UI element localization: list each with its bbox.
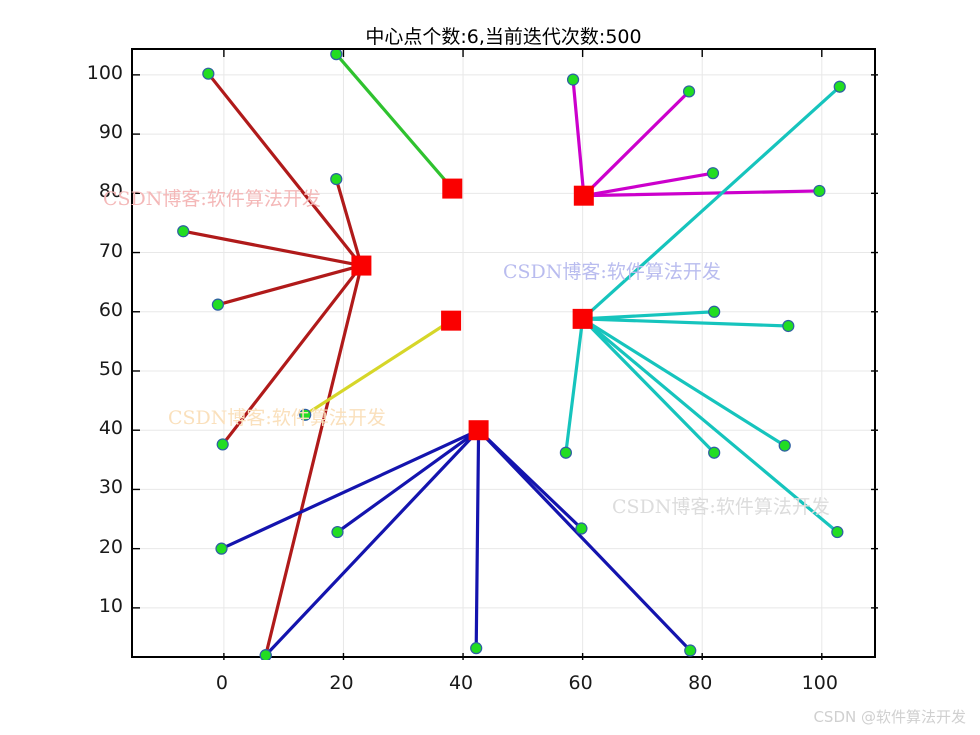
centroid-markers	[351, 178, 594, 441]
data-point-marker	[833, 80, 846, 93]
cluster-link	[181, 229, 364, 268]
cluster-link	[219, 428, 481, 551]
cluster-link	[221, 263, 364, 447]
axis-ticks	[133, 50, 878, 660]
y-tick-label: 70	[98, 239, 123, 262]
data-point-marker	[684, 644, 697, 657]
cluster-link	[303, 319, 453, 417]
y-tick-label: 80	[98, 180, 123, 203]
data-point-marker	[215, 542, 228, 555]
centroid-marker	[573, 185, 594, 206]
data-point-marker	[831, 525, 844, 539]
y-tick-label: 30	[98, 476, 123, 499]
centroid-marker	[441, 310, 462, 331]
data-point-marker	[706, 167, 720, 180]
data-point-marker	[575, 522, 588, 535]
data-point-marker	[682, 85, 696, 98]
data-point-marker	[813, 184, 826, 198]
cluster-link	[581, 310, 716, 321]
cluster-link	[264, 428, 481, 657]
cluster-link	[582, 189, 822, 198]
cluster-links	[181, 52, 842, 657]
data-point-marker	[216, 438, 229, 451]
cluster-link	[474, 428, 481, 650]
cluster-link	[334, 52, 454, 191]
cluster-link	[581, 317, 839, 534]
x-tick-label: 0	[215, 672, 228, 694]
cluster-link	[216, 263, 364, 307]
data-point-marker	[177, 225, 190, 238]
cluster-link	[264, 263, 364, 657]
centroid-marker	[442, 178, 463, 199]
x-tick-label: 60	[568, 672, 593, 694]
data-point-marker	[330, 173, 343, 186]
y-tick-label: 20	[98, 535, 123, 558]
x-tick-label: 80	[688, 672, 713, 694]
x-axis-tick-labels: 0 20 40 60 80 100	[131, 660, 876, 700]
cluster-link	[581, 317, 787, 448]
y-axis-tick-labels: 10 20 30 40 50 60 70 80 90 100	[55, 48, 123, 658]
x-tick-label: 100	[801, 672, 838, 694]
corner-credit: CSDN @软件算法开发	[813, 708, 966, 726]
cluster-link	[564, 317, 585, 455]
data-points	[177, 50, 846, 660]
chart-title: 中心点个数:6,当前迭代次数:500	[365, 26, 642, 48]
data-point-marker	[782, 319, 795, 333]
y-tick-label: 10	[98, 594, 123, 617]
data-point-marker	[211, 298, 225, 311]
y-tick-label: 60	[98, 298, 123, 321]
plot-svg	[133, 50, 878, 660]
centroid-marker	[351, 255, 372, 276]
y-tick-label: 40	[98, 417, 123, 440]
y-tick-label: 90	[98, 121, 123, 144]
cluster-link	[582, 89, 691, 198]
plot-area	[131, 48, 878, 660]
data-point-marker	[202, 67, 215, 80]
cluster-link	[571, 78, 586, 198]
gridlines	[133, 50, 878, 660]
cluster-link	[476, 428, 692, 653]
data-point-marker	[299, 408, 312, 421]
cluster-link	[581, 85, 842, 321]
cluster-link	[581, 317, 790, 328]
data-point-marker	[559, 446, 572, 459]
data-point-marker	[708, 305, 721, 318]
centroid-marker	[572, 308, 593, 329]
data-point-marker	[778, 439, 791, 452]
centroid-marker	[468, 420, 489, 441]
data-point-marker	[566, 73, 580, 86]
data-point-marker	[259, 649, 272, 660]
cluster-link	[582, 171, 715, 198]
data-point-marker	[330, 50, 343, 61]
x-tick-label: 20	[329, 672, 354, 694]
cluster-link	[335, 428, 481, 534]
data-point-marker	[470, 642, 483, 655]
cluster-link	[334, 177, 364, 268]
x-tick-label: 40	[448, 672, 474, 694]
cluster-link	[581, 317, 716, 455]
y-tick-label: 50	[98, 357, 123, 380]
y-tick-label: 100	[86, 61, 123, 84]
data-point-marker	[331, 525, 344, 539]
data-point-marker	[708, 446, 721, 459]
cluster-link	[206, 72, 364, 268]
